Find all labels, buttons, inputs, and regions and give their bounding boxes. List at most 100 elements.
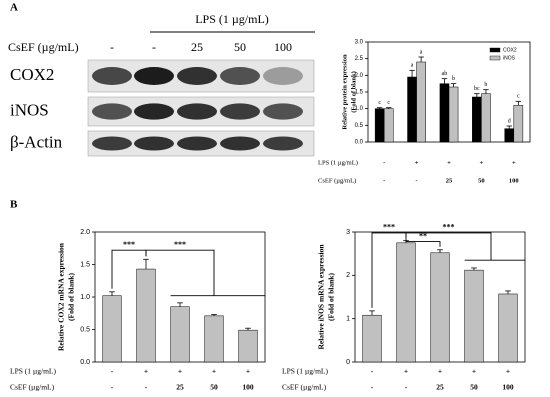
treatment-value: 25 — [446, 177, 453, 184]
significance-stars: *** — [174, 240, 186, 249]
y-tick-label: 1.0 — [355, 106, 364, 112]
bar — [136, 268, 156, 363]
treatment-label: LPS (1 µg/mL) — [318, 159, 358, 166]
treatment-label: CsEF (µg/mL) — [318, 177, 356, 184]
treatment-value: - — [371, 367, 374, 376]
blot-band — [92, 103, 132, 120]
bracket — [405, 232, 492, 261]
dose-label: 25 — [191, 40, 203, 54]
y-tick-label: 0.0 — [355, 140, 364, 146]
bar — [238, 329, 258, 363]
bar — [170, 306, 190, 363]
y-tick-label: 3 — [346, 229, 350, 236]
dose-label: - — [152, 40, 156, 54]
y-tick-label: 0.0 — [80, 359, 90, 366]
legend-swatch — [489, 55, 501, 61]
blot-band — [263, 103, 303, 120]
significance-stars: *** — [443, 223, 455, 232]
y-tick-label: 1.5 — [80, 261, 90, 268]
significance-letter: c — [378, 100, 381, 106]
legend-swatch — [489, 47, 501, 53]
bar — [448, 86, 459, 143]
y-tick-label: 2.5 — [355, 56, 364, 62]
bar — [472, 96, 482, 143]
bar — [102, 295, 122, 363]
y-tick-label: 2.0 — [355, 73, 364, 79]
y-tick-label: 3.0 — [355, 40, 364, 46]
dose-label: - — [110, 40, 114, 54]
blot-band — [134, 136, 174, 151]
treatment-value: + — [472, 367, 476, 376]
bar — [204, 315, 224, 363]
treatment-value: + — [212, 367, 216, 376]
panel-label: A — [10, 2, 18, 14]
significance-letter: b — [484, 82, 487, 88]
bar — [396, 242, 416, 363]
significance-letter: a — [411, 63, 414, 69]
treatment-value: 50 — [478, 177, 485, 184]
blot-band — [263, 136, 303, 151]
blot-band — [220, 103, 260, 120]
treatment-label: LPS (1 µg/mL) — [10, 367, 56, 376]
bar — [481, 93, 491, 143]
bar — [430, 252, 450, 363]
treatment-value: + — [447, 159, 451, 166]
bar — [504, 128, 515, 143]
treatment-label: CsEF (µg/mL) — [10, 383, 55, 392]
treatment-value: + — [480, 159, 484, 166]
legend-label: iNOS — [503, 55, 516, 61]
y-tick-label: 1 — [346, 316, 350, 323]
treatment-value: 25 — [176, 383, 184, 392]
blot-band — [263, 67, 303, 85]
y-axis-label: (Fold of blank) — [67, 273, 76, 321]
y-tick-label: 0 — [346, 359, 350, 366]
legend-label: COX2 — [503, 47, 517, 53]
y-tick-label: 1.0 — [80, 294, 90, 301]
bar — [362, 314, 382, 363]
treatment-value: 50 — [210, 383, 218, 392]
treatment-value: 100 — [502, 383, 514, 392]
bar — [439, 83, 450, 143]
treatment-label: LPS (1 µg/mL) — [282, 367, 328, 376]
bar — [464, 269, 484, 363]
dose-label: 100 — [274, 40, 292, 54]
treatment-value: 25 — [436, 383, 444, 392]
bar — [407, 76, 417, 143]
y-axis-label: Relative COX2 mRNA expression — [57, 242, 66, 351]
blot-band — [92, 67, 132, 85]
significance-letter: d — [508, 118, 511, 124]
y-axis-label: Relative protein expression — [341, 54, 348, 130]
blot-band — [177, 67, 217, 85]
y-axis-label: (Fold of blank) — [350, 71, 357, 113]
dose-label: 50 — [234, 40, 246, 54]
blot-band — [92, 136, 132, 151]
y-tick-label: 0.5 — [355, 123, 364, 129]
bracket — [145, 249, 215, 296]
treatment-value: - — [383, 177, 385, 184]
blot-treatment-label: CsEF (µg/mL) — [8, 40, 79, 54]
significance-letter: bc — [474, 86, 480, 92]
treatment-value: - — [111, 367, 114, 376]
significance-letter: a — [420, 49, 423, 55]
y-tick-label: 2 — [346, 272, 350, 279]
treatment-value: + — [178, 367, 182, 376]
blot-row-label: COX2 — [10, 65, 54, 84]
treatment-value: + — [506, 367, 510, 376]
bar — [513, 105, 524, 143]
blot-band — [177, 136, 217, 151]
blot-row-label: iNOS — [10, 100, 49, 119]
bar — [498, 293, 518, 363]
treatment-value: + — [404, 367, 408, 376]
treatment-value: - — [416, 177, 418, 184]
blot-header: LPS (1 µg/mL) — [195, 12, 269, 26]
y-tick-label: 0.5 — [80, 326, 90, 333]
bar — [383, 108, 394, 143]
treatment-value: + — [415, 159, 419, 166]
blot-band — [177, 103, 217, 120]
significance-letter: b — [452, 76, 455, 82]
bracket — [405, 237, 441, 247]
y-axis-label: Relative iNOS mRNA expression — [317, 244, 326, 350]
treatment-value: 100 — [509, 177, 519, 184]
treatment-value: - — [371, 383, 374, 392]
